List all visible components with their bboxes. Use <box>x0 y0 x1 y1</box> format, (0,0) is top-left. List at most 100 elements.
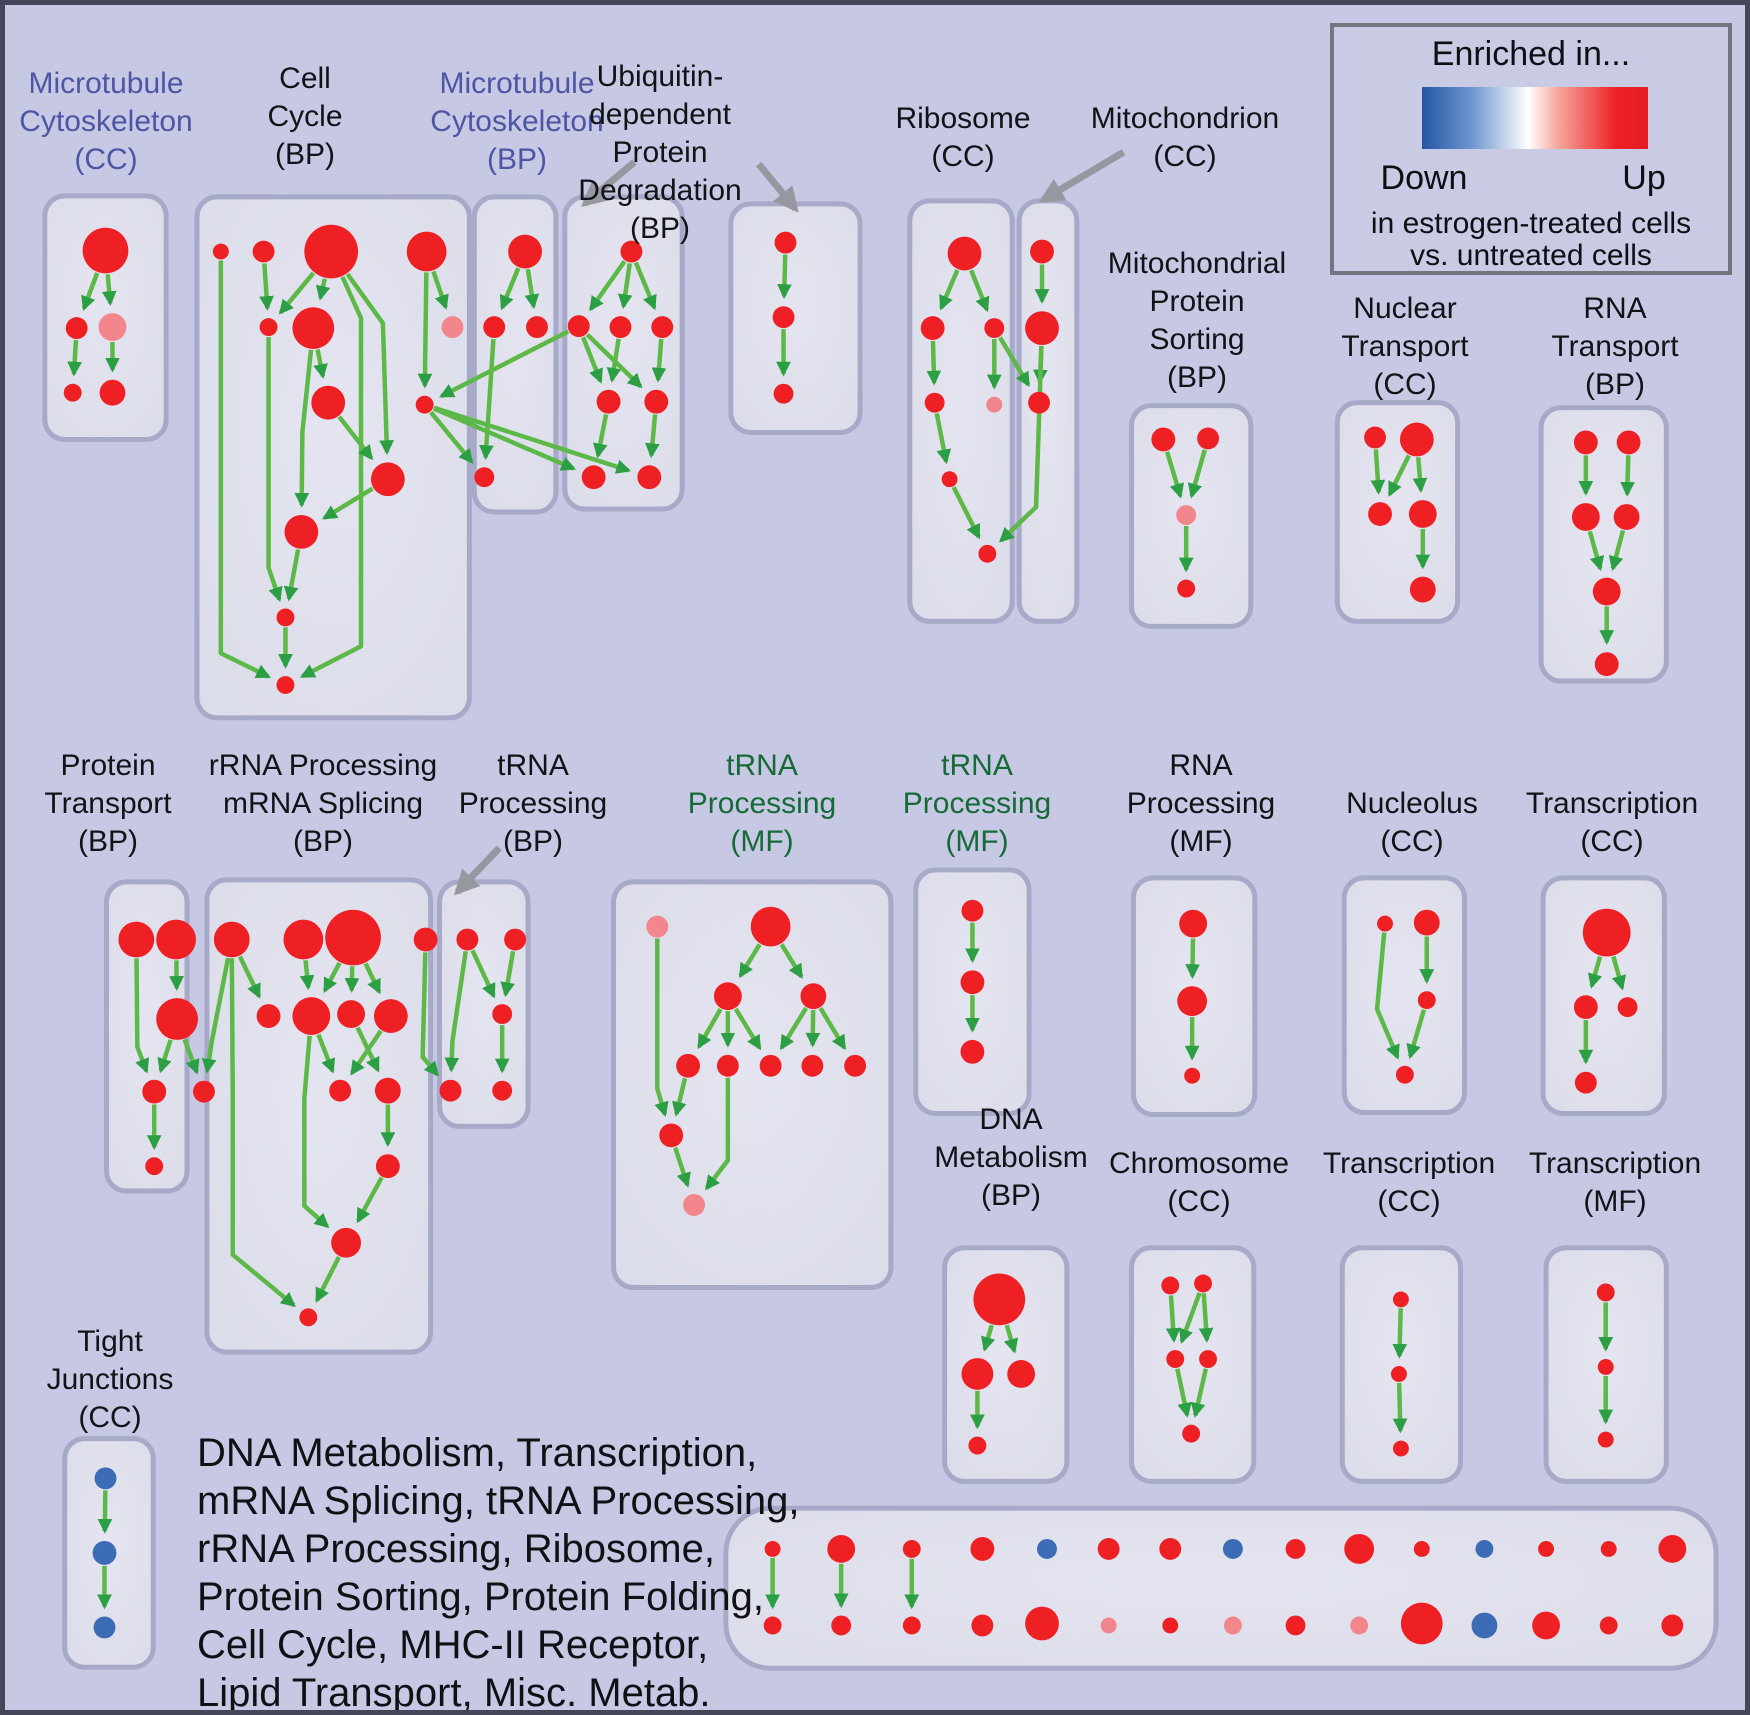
edge-mps1-mps3 <box>1164 451 1184 499</box>
go-term-node-ub7 <box>581 465 606 490</box>
cluster-label-transcription-cc-bottom: Transcription (CC) <box>1323 1145 1495 1221</box>
go-term-node-ts2 <box>960 970 985 995</box>
go-term-node-pt4 <box>142 1079 167 1104</box>
cluster-label-line: rRNA Processing <box>208 749 438 782</box>
go-term-node-t21 <box>1392 1291 1409 1308</box>
cluster-label-line: (BP) <box>1584 368 1645 401</box>
edge-rb1-rb3 <box>969 269 990 313</box>
go-term-node-bx8b <box>1223 1616 1242 1635</box>
edge-ub1-ub2 <box>588 260 627 312</box>
cluster-label-line: (BP) <box>503 825 563 858</box>
go-term-node-bx7t <box>1159 1538 1182 1560</box>
go-term-node-bx3t <box>902 1539 921 1558</box>
go-term-node-dm3 <box>1007 1360 1036 1388</box>
cluster-label-line: Cycle <box>267 100 343 133</box>
edge-cc5-cc12 <box>266 337 283 603</box>
go-term-node-cc13 <box>276 676 295 694</box>
edge-ub1-ub4 <box>633 261 657 311</box>
go-term-node-rL <box>331 1227 362 1258</box>
edge-rA-rM <box>229 958 296 1307</box>
go-term-node-tj1 <box>94 1467 117 1490</box>
edge-t21-t22 <box>1392 1308 1408 1359</box>
go-term-node-bx6t <box>1097 1538 1120 1560</box>
cluster-label-line: Transcription <box>1525 787 1699 820</box>
go-term-node-tb5 <box>492 1080 513 1101</box>
edge-rF-rL <box>302 1035 330 1229</box>
edge-cc2-cc5 <box>259 263 274 311</box>
cluster-label-tight-junctions-cc: Tight Junctions (CC) <box>47 1323 174 1437</box>
go-term-node-cc1 <box>212 243 229 260</box>
edge-cc3-cc10 <box>345 272 394 456</box>
go-term-node-tm6 <box>716 1054 739 1077</box>
edge-t22-t23 <box>1392 1382 1408 1434</box>
go-term-node-nt4 <box>1408 500 1437 528</box>
edge-rb6-rb7 <box>951 486 981 540</box>
cluster-label-line: Processing <box>458 787 608 820</box>
cluster-label-line: (BP) <box>274 138 335 171</box>
go-term-node-ub3 <box>609 316 632 339</box>
cluster-label-line: Junctions <box>46 1363 174 1396</box>
legend-up-label: Up <box>1622 159 1666 197</box>
go-term-node-bx13b <box>1532 1611 1560 1640</box>
edge-mps2-mps3 <box>1187 449 1207 499</box>
go-term-node-rJ <box>374 1077 401 1104</box>
go-term-node-mps2 <box>1197 427 1219 450</box>
go-term-node-nc3 <box>1417 991 1436 1010</box>
edge-cc3-cc6 <box>315 278 331 301</box>
cluster-label-line: Microtubule <box>439 67 595 100</box>
cluster-label-microtubule-cytoskeleton-cc: Microtubule Cytoskeleton (CC) <box>19 65 192 179</box>
go-term-node-rb2 <box>920 316 945 341</box>
go-term-node-rC <box>325 909 381 966</box>
cluster-label-line: (BP) <box>1166 361 1227 394</box>
go-term-node-rb3 <box>984 318 1005 339</box>
go-term-node-bx12b <box>1471 1612 1498 1639</box>
cluster-label-line: Processing <box>902 787 1052 820</box>
cluster-label-line: (CC) <box>78 1401 142 1434</box>
go-term-node-cc12 <box>276 608 295 627</box>
go-term-node-tc3 <box>1617 997 1638 1018</box>
go-term-node-mt2 <box>1025 311 1059 346</box>
edge-tc1-tc3 <box>1611 955 1627 991</box>
cluster-label-ubiquitin-dependent-protein-degradation-bp: Ubiquitin-dependent Protein Degradation (BP… <box>578 58 741 248</box>
ubiquitin-left-pointer-arrow-icon <box>580 159 637 208</box>
go-term-node-nt3 <box>1368 502 1392 526</box>
edge-pt1-pt4 <box>134 958 150 1074</box>
go-term-node-mbp3 <box>526 316 548 339</box>
edge-ubb1-ubb2 <box>777 254 792 299</box>
trna-bp-pointer-arrow-icon <box>453 845 502 896</box>
go-term-node-tm2 <box>750 906 791 947</box>
cluster-label-transcription-mf: Transcription (MF) <box>1529 1145 1701 1221</box>
cluster-label-protein-transport-bp: Protein Transport (BP) <box>44 747 171 861</box>
cluster-label-trna-processing-mf-1: tRNA Processing (MF) <box>688 747 836 861</box>
go-term-node-ub4 <box>651 316 674 339</box>
edge-cc1-cc13 <box>218 260 271 679</box>
go-term-node-rt5 <box>1592 577 1621 606</box>
go-term-node-mps4 <box>1177 579 1196 598</box>
cluster-box-nc-box <box>1341 875 1468 1115</box>
edge-ub2-ub5 <box>581 336 603 384</box>
footnote-line: Lipid Transport, Misc. Metab. <box>197 1671 711 1715</box>
go-term-node-pt3 <box>156 998 198 1040</box>
cluster-label-line: Nuclear <box>1353 292 1457 325</box>
go-term-node-nt2 <box>1399 422 1434 457</box>
edge-mtcc2-mtcc4 <box>67 339 83 377</box>
go-term-node-bx10b <box>1350 1616 1369 1635</box>
footnote-line: DNA Metabolism, Transcription, <box>197 1431 758 1475</box>
go-term-node-rH <box>373 999 408 1033</box>
go-term-node-nt1 <box>1364 426 1387 449</box>
go-term-node-mbp1 <box>508 234 542 269</box>
go-term-node-nc4 <box>1395 1065 1414 1084</box>
go-term-node-rb5 <box>986 396 1003 413</box>
go-term-node-mps3 <box>1176 505 1197 525</box>
go-term-node-mtcc3 <box>98 313 127 342</box>
edge-dm1-dm2 <box>980 1324 996 1352</box>
cluster-label-line: tRNA <box>726 749 798 782</box>
legend-gradient-bar <box>1422 87 1648 149</box>
edge-rt3-rt5 <box>1587 530 1605 572</box>
edge-cc8-cc10 <box>337 415 374 461</box>
cluster-label-line: Degradation <box>578 174 742 207</box>
cluster-box-ch-box <box>1129 1245 1257 1484</box>
go-term-node-rt4 <box>1613 504 1640 530</box>
cluster-label-mitochondrion-cc: Mitochondrion (CC) <box>1091 100 1279 176</box>
cluster-label-line: Microtubule <box>28 67 184 100</box>
